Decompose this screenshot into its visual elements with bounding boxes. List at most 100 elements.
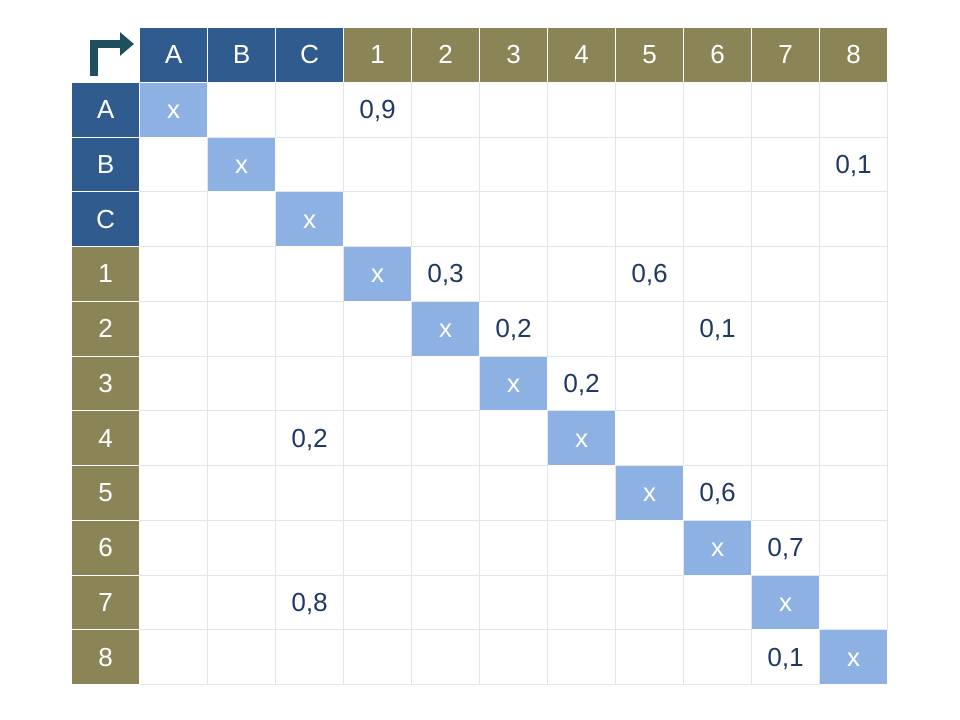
- empty-cell: [208, 356, 276, 412]
- matrix-cell: 0,2: [276, 411, 344, 466]
- matrix-cell: x: [548, 411, 616, 466]
- empty-cell: [276, 82, 344, 138]
- empty-cell: [208, 247, 276, 302]
- empty-cell: [616, 630, 684, 685]
- matrix-cell: 0,2: [480, 301, 548, 357]
- empty-cell: [820, 575, 888, 631]
- matrix-cell: x: [276, 192, 344, 247]
- empty-cell: [548, 192, 616, 247]
- matrix-cell: 0,1: [820, 137, 888, 193]
- empty-cell: [820, 466, 888, 521]
- empty-cell: [208, 192, 276, 247]
- matrix-cell: x: [684, 520, 752, 576]
- empty-cell: [344, 301, 412, 357]
- empty-cell: [140, 575, 208, 631]
- empty-cell: [276, 247, 344, 302]
- matrix-cell: 0,7: [752, 520, 820, 576]
- empty-cell: [276, 356, 344, 412]
- column-header: 4: [548, 28, 616, 83]
- empty-cell: [684, 630, 752, 685]
- empty-cell: [616, 301, 684, 357]
- empty-cell: [208, 82, 276, 138]
- matrix-cell: 0,8: [276, 575, 344, 631]
- empty-cell: [140, 411, 208, 466]
- empty-cell: [684, 192, 752, 247]
- empty-cell: [752, 82, 820, 138]
- matrix-cell: x: [480, 356, 548, 412]
- empty-cell: [344, 137, 412, 193]
- row-header: 5: [72, 466, 140, 521]
- empty-cell: [820, 82, 888, 138]
- empty-cell: [752, 356, 820, 412]
- empty-cell: [140, 247, 208, 302]
- empty-cell: [344, 520, 412, 576]
- row-header: 8: [72, 630, 140, 685]
- matrix-cell: x: [616, 466, 684, 521]
- empty-cell: [752, 301, 820, 357]
- empty-cell: [480, 411, 548, 466]
- column-header: 8: [820, 28, 888, 83]
- empty-cell: [616, 192, 684, 247]
- empty-cell: [140, 137, 208, 193]
- empty-cell: [820, 520, 888, 576]
- empty-cell: [140, 301, 208, 357]
- empty-cell: [616, 575, 684, 631]
- matrix-cell: x: [820, 630, 888, 685]
- empty-cell: [548, 137, 616, 193]
- empty-cell: [548, 301, 616, 357]
- empty-cell: [752, 247, 820, 302]
- empty-cell: [548, 630, 616, 685]
- matrix-cell: x: [752, 575, 820, 631]
- empty-cell: [480, 630, 548, 685]
- empty-cell: [412, 356, 480, 412]
- empty-cell: [684, 356, 752, 412]
- matrix-cell: 0,1: [684, 301, 752, 357]
- empty-cell: [140, 520, 208, 576]
- column-header: B: [208, 28, 276, 83]
- column-header: A: [140, 28, 208, 83]
- matrix-cell: 0,9: [344, 82, 412, 138]
- empty-cell: [412, 630, 480, 685]
- empty-cell: [412, 192, 480, 247]
- column-header: 2: [412, 28, 480, 83]
- empty-cell: [820, 356, 888, 412]
- empty-cell: [480, 520, 548, 576]
- empty-cell: [208, 411, 276, 466]
- column-header: 7: [752, 28, 820, 83]
- empty-cell: [344, 411, 412, 466]
- empty-cell: [344, 466, 412, 521]
- empty-cell: [548, 575, 616, 631]
- empty-cell: [208, 301, 276, 357]
- empty-cell: [684, 247, 752, 302]
- row-header: 1: [72, 247, 140, 302]
- empty-cell: [412, 466, 480, 521]
- column-header: 3: [480, 28, 548, 83]
- matrix-cell: 0,1: [752, 630, 820, 685]
- empty-cell: [412, 411, 480, 466]
- empty-cell: [412, 82, 480, 138]
- row-header: 6: [72, 520, 140, 576]
- column-header: 6: [684, 28, 752, 83]
- empty-cell: [820, 301, 888, 357]
- empty-cell: [480, 575, 548, 631]
- empty-cell: [684, 82, 752, 138]
- empty-cell: [480, 137, 548, 193]
- row-header: B: [72, 137, 140, 193]
- empty-cell: [412, 575, 480, 631]
- empty-cell: [548, 247, 616, 302]
- row-header: C: [72, 192, 140, 247]
- empty-cell: [548, 520, 616, 576]
- row-header: 3: [72, 356, 140, 412]
- empty-cell: [684, 411, 752, 466]
- empty-cell: [548, 466, 616, 521]
- empty-cell: [480, 247, 548, 302]
- matrix-cell: 0,3: [412, 247, 480, 302]
- empty-cell: [276, 466, 344, 521]
- row-header: A: [72, 82, 140, 138]
- matrix-cell: x: [344, 247, 412, 302]
- empty-cell: [616, 356, 684, 412]
- empty-cell: [140, 466, 208, 521]
- arrow-shape: [90, 32, 134, 76]
- column-header: 1: [344, 28, 412, 83]
- empty-cell: [480, 82, 548, 138]
